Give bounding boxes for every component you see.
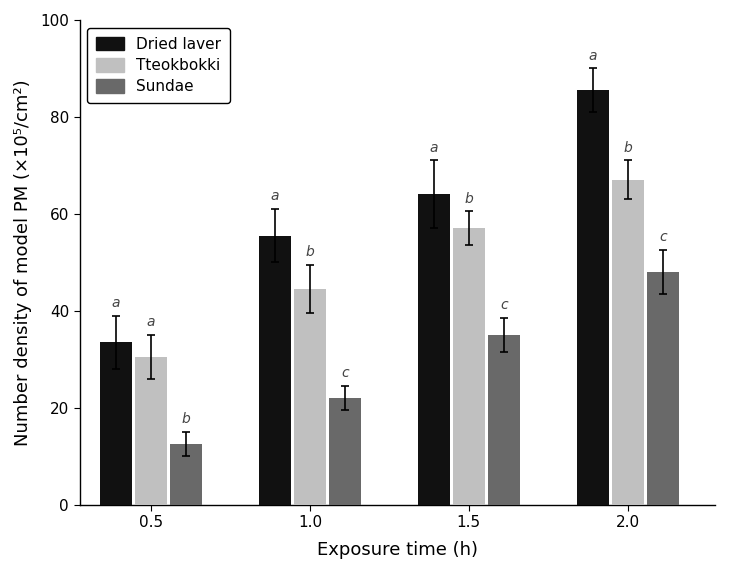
Text: a: a	[429, 140, 438, 155]
Text: a: a	[588, 49, 597, 62]
Bar	[135, 357, 167, 505]
Bar	[647, 272, 679, 505]
Bar	[612, 180, 644, 505]
Bar	[453, 228, 485, 505]
Bar	[170, 444, 202, 505]
Bar	[329, 398, 361, 505]
Legend: Dried laver, Tteokbokki, Sundae: Dried laver, Tteokbokki, Sundae	[87, 28, 230, 103]
Bar	[100, 342, 132, 505]
Bar	[259, 236, 291, 505]
Text: c: c	[341, 366, 348, 380]
Text: b: b	[623, 140, 632, 155]
Text: c: c	[659, 230, 666, 244]
Y-axis label: Number density of model PM (×10⁵/cm²): Number density of model PM (×10⁵/cm²)	[14, 79, 32, 446]
Bar	[577, 90, 609, 505]
Bar	[488, 335, 520, 505]
Text: b: b	[305, 245, 314, 259]
Bar	[418, 194, 450, 505]
Text: c: c	[500, 298, 507, 312]
Bar	[294, 289, 326, 505]
X-axis label: Exposure time (h): Exposure time (h)	[317, 541, 477, 559]
Text: a: a	[270, 189, 279, 203]
Text: a: a	[147, 315, 155, 329]
Text: b: b	[464, 191, 473, 206]
Text: b: b	[182, 412, 190, 426]
Text: a: a	[112, 296, 120, 310]
